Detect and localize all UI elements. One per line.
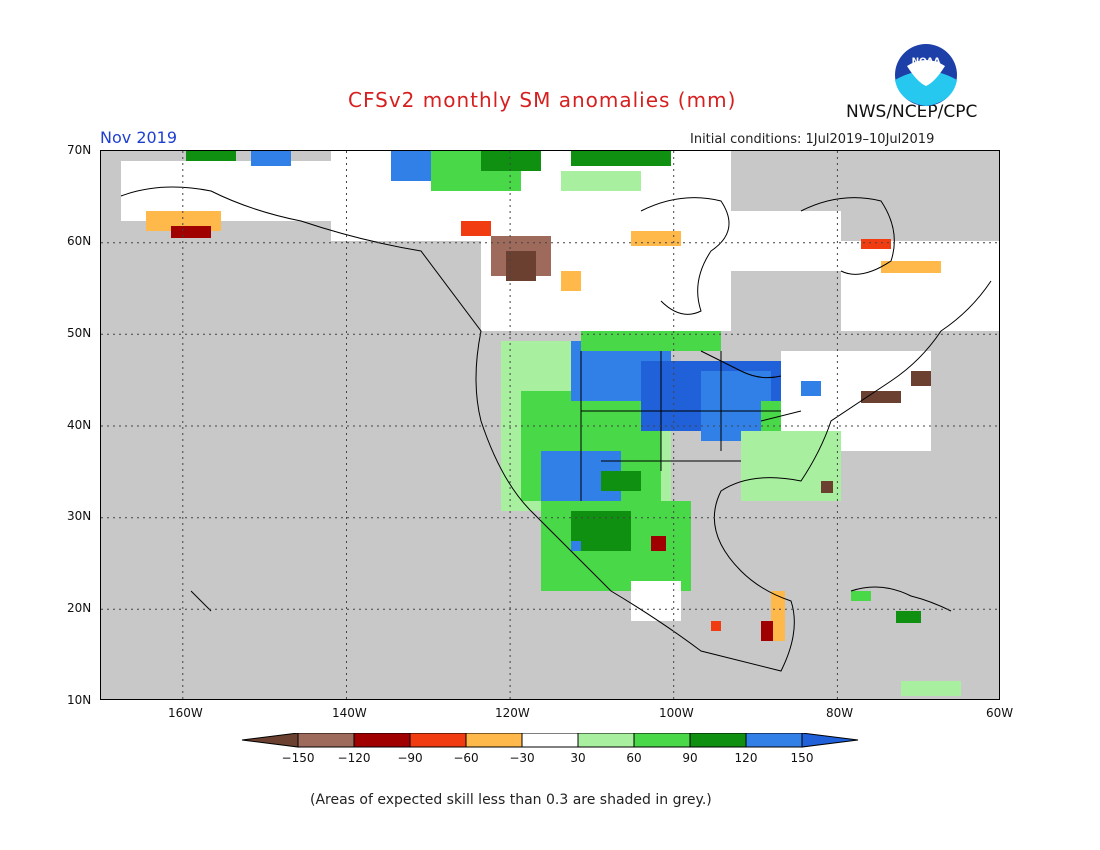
map-svg — [101, 151, 999, 699]
lon-label-100w: 100W — [659, 706, 694, 720]
map-gridlines — [101, 151, 999, 699]
legend-arrow-left — [241, 733, 299, 748]
lat-label-20n: 20N — [67, 601, 92, 615]
legend-swatch — [353, 733, 411, 748]
legend-swatches — [241, 733, 859, 748]
lon-label-80w: 80W — [826, 706, 854, 720]
lat-label-40n: 40N — [67, 418, 92, 432]
legend-swatch — [633, 733, 691, 748]
legend-tick-label: 90 — [682, 751, 697, 765]
legend-tick-label: 60 — [626, 751, 641, 765]
legend-tick-label: 150 — [791, 751, 814, 765]
lon-label-120w: 120W — [495, 706, 530, 720]
lon-label-160w: 160W — [168, 706, 203, 720]
legend-arrow-right — [801, 733, 859, 748]
legend-tick-label: −150 — [282, 751, 315, 765]
legend-tick-labels: −150 −120 −90 −60 −30 30 60 90 120 150 — [282, 751, 814, 765]
lat-label-10n: 10N — [67, 693, 92, 707]
map-panel — [100, 150, 1000, 700]
lon-label-60w: 60W — [986, 706, 1014, 720]
lat-label-30n: 30N — [67, 509, 92, 523]
agency-label: NWS/NCEP/CPC — [846, 102, 978, 122]
skill-footnote: (Areas of expected skill less than 0.3 a… — [310, 792, 712, 808]
legend-tick-label: 30 — [570, 751, 585, 765]
lat-label-60n: 60N — [67, 234, 92, 248]
forecast-month-label: Nov 2019 — [100, 128, 178, 147]
legend-swatch — [745, 733, 803, 748]
lon-label-140w: 140W — [332, 706, 367, 720]
legend-swatch — [577, 733, 635, 748]
color-legend: −150 −120 −90 −60 −30 30 60 90 120 150 — [241, 733, 859, 765]
legend-swatch — [689, 733, 747, 748]
anomaly-patches — [121, 151, 999, 696]
legend-tick-label: −60 — [453, 751, 478, 765]
legend-swatch — [521, 733, 579, 748]
legend-tick-label: 120 — [735, 751, 758, 765]
noaa-logo-text: NOAA — [912, 57, 941, 67]
legend-swatch — [465, 733, 523, 748]
coastlines — [120, 186, 992, 672]
legend-swatch — [297, 733, 355, 748]
legend-tick-label: −120 — [338, 751, 371, 765]
chart-title: CFSv2 monthly SM anomalies (mm) — [348, 88, 737, 112]
noaa-logo-icon: NOAA — [895, 44, 957, 106]
lat-label-50n: 50N — [67, 326, 92, 340]
legend-tick-label: −90 — [397, 751, 422, 765]
lat-label-70n: 70N — [67, 143, 92, 157]
legend-tick-label: −30 — [509, 751, 534, 765]
legend-swatch — [409, 733, 467, 748]
initial-conditions-label: Initial conditions: 1Jul2019–10Jul2019 — [690, 132, 935, 147]
